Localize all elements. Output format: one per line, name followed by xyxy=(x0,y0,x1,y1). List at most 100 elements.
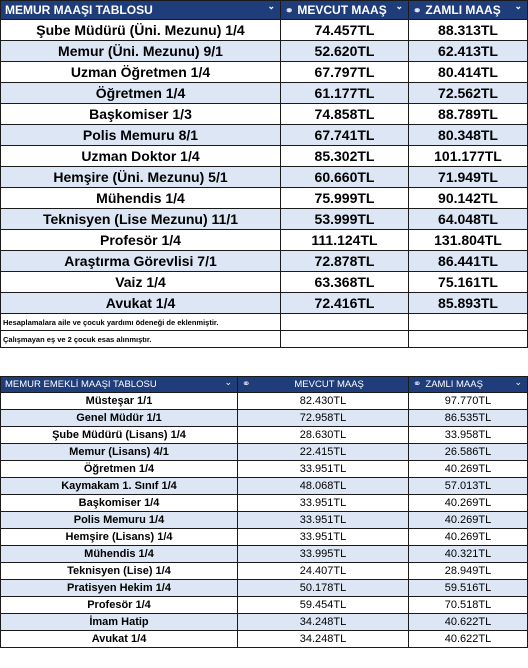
table-row: Teknisyen (Lise) 1/4 24.407TL 28.949TL xyxy=(0,562,528,580)
current-salary-cell: 111.124TL xyxy=(280,229,409,251)
chevron-down-icon[interactable]: ⌄ xyxy=(224,377,232,388)
raised-salary-cell: 86.441TL xyxy=(408,250,528,272)
column-header-current[interactable]: ⚭ MEVCUT MAAŞ ⌄ xyxy=(280,0,409,20)
position-cell: Memur (Üni. Mezunu) 9/1 xyxy=(0,40,281,62)
position-cell: Avukat 1/4 xyxy=(0,292,281,314)
column-header-title[interactable]: MEMUR EMEKLİ MAAŞI TABLOSU ⌄ xyxy=(0,376,238,393)
chevron-down-icon[interactable]: ⌄ xyxy=(267,1,275,12)
table-row: Polis Memuru 8/1 67.741TL 80.348TL xyxy=(0,124,528,146)
table-row: Memur (Lisans) 4/1 22.415TL 26.586TL xyxy=(0,443,528,461)
table-row: Müsteşar 1/1 82.430TL 97.770TL xyxy=(0,392,528,410)
empty-cell xyxy=(280,313,409,331)
column-header-raised[interactable]: ⚭ ZAMLI MAAŞ ⌄ xyxy=(408,376,528,393)
raised-salary-cell: 80.348TL xyxy=(408,124,528,146)
position-cell: Uzman Doktor 1/4 xyxy=(0,145,281,167)
current-salary-cell: 74.457TL xyxy=(280,19,409,41)
memur-emekli-maasi-table: MEMUR EMEKLİ MAAŞI TABLOSU ⌄ ⚭ MEVCUT MAAŞ… xyxy=(0,376,528,648)
current-pension-cell: 50.178TL xyxy=(237,579,409,597)
raised-pension-cell: 40.321TL xyxy=(408,545,528,563)
table-row: Öğretmen 1/4 61.177TL 72.562TL xyxy=(0,82,528,104)
raised-pension-cell: 59.516TL xyxy=(408,579,528,597)
current-salary-cell: 72.878TL xyxy=(280,250,409,272)
link-icon: ⚭ xyxy=(285,6,294,17)
position-cell: Başkomiser 1/4 xyxy=(0,494,238,512)
current-pension-cell: 28.630TL xyxy=(237,426,409,444)
raised-pension-cell: 33.958TL xyxy=(408,426,528,444)
column-header-title[interactable]: MEMUR MAAŞI TABLOSU ⌄ xyxy=(0,0,281,20)
empty-cell xyxy=(408,330,528,348)
raised-salary-cell: 88.313TL xyxy=(408,19,528,41)
raised-salary-cell: 90.142TL xyxy=(408,187,528,209)
raised-salary-cell: 131.804TL xyxy=(408,229,528,251)
column-header-raised[interactable]: ⚭ ZAMLI MAAŞ ⌄ xyxy=(408,0,528,20)
table-row: Mühendis 1/4 75.999TL 90.142TL xyxy=(0,187,528,209)
raised-pension-cell: 97.770TL xyxy=(408,392,528,410)
raised-pension-cell: 57.013TL xyxy=(408,477,528,495)
table-row: Öğretmen 1/4 33.951TL 40.269TL xyxy=(0,460,528,478)
current-pension-cell: 72.958TL xyxy=(237,409,409,427)
column-header-current[interactable]: ⚭ MEVCUT MAAŞ xyxy=(237,376,409,393)
current-pension-cell: 34.248TL xyxy=(237,613,409,631)
current-salary-cell: 67.741TL xyxy=(280,124,409,146)
raised-salary-cell: 88.789TL xyxy=(408,103,528,125)
current-salary-cell: 60.660TL xyxy=(280,166,409,188)
position-cell: Polis Memuru 8/1 xyxy=(0,124,281,146)
position-cell: Araştırma Görevlisi 7/1 xyxy=(0,250,281,272)
table-row: Avukat 1/4 72.416TL 85.893TL xyxy=(0,292,528,314)
table-row: Memur (Üni. Mezunu) 9/1 52.620TL 62.413TL xyxy=(0,40,528,62)
table-row: Başkomiser 1/3 74.858TL 88.789TL xyxy=(0,103,528,125)
current-salary-cell: 52.620TL xyxy=(280,40,409,62)
position-cell: Kaymakam 1. Sınıf 1/4 xyxy=(0,477,238,495)
position-cell: Şube Müdürü (Üni. Mezunu) 1/4 xyxy=(0,19,281,41)
table-row: Kaymakam 1. Sınıf 1/4 48.068TL 57.013TL xyxy=(0,477,528,495)
position-cell: Teknisyen (Lise Mezunu) 11/1 xyxy=(0,208,281,230)
position-cell: Mühendis 1/4 xyxy=(0,187,281,209)
current-pension-cell: 59.454TL xyxy=(237,596,409,614)
position-cell: Polis Memuru 1/4 xyxy=(0,511,238,529)
table-row: Teknisyen (Lise Mezunu) 11/1 53.999TL 64.0… xyxy=(0,208,528,230)
chevron-down-icon[interactable]: ⌄ xyxy=(514,377,522,388)
position-cell: Hemşire (Üni. Mezunu) 5/1 xyxy=(0,166,281,188)
position-cell: Hemşire (Lisans) 1/4 xyxy=(0,528,238,546)
raised-pension-cell: 40.269TL xyxy=(408,494,528,512)
raised-pension-cell: 26.586TL xyxy=(408,443,528,461)
raised-salary-cell: 71.949TL xyxy=(408,166,528,188)
memur-maasi-table: MEMUR MAAŞI TABLOSU ⌄ ⚭ MEVCUT MAAŞ ⌄ ⚭ ZAML… xyxy=(0,0,528,348)
current-salary-cell: 61.177TL xyxy=(280,82,409,104)
raised-pension-cell: 40.622TL xyxy=(408,630,528,648)
current-pension-cell: 48.068TL xyxy=(237,477,409,495)
table-row: Mühendis 1/4 33.995TL 40.321TL xyxy=(0,545,528,563)
current-pension-cell: 34.248TL xyxy=(237,630,409,648)
current-pension-cell: 33.995TL xyxy=(237,545,409,563)
raised-pension-cell: 40.622TL xyxy=(408,613,528,631)
table-row: Araştırma Görevlisi 7/1 72.878TL 86.441TL xyxy=(0,250,528,272)
current-pension-cell: 82.430TL xyxy=(237,392,409,410)
position-cell: Müsteşar 1/1 xyxy=(0,392,238,410)
note-text: Hesaplamalara aile ve çocuk yardımı öden… xyxy=(0,313,281,331)
raised-pension-cell: 86.535TL xyxy=(408,409,528,427)
raised-salary-cell: 101.177TL xyxy=(408,145,528,167)
chevron-down-icon[interactable]: ⌄ xyxy=(514,1,522,12)
current-pension-cell: 33.951TL xyxy=(237,511,409,529)
raised-salary-cell: 62.413TL xyxy=(408,40,528,62)
table-row: İmam Hatip 34.248TL 40.622TL xyxy=(0,613,528,631)
position-cell: İmam Hatip xyxy=(0,613,238,631)
link-icon: ⚭ xyxy=(413,6,422,17)
table-row: Avukat 1/4 34.248TL 40.622TL xyxy=(0,630,528,648)
raised-pension-cell: 28.949TL xyxy=(408,562,528,580)
current-pension-cell: 33.951TL xyxy=(237,460,409,478)
chevron-down-icon[interactable]: ⌄ xyxy=(395,1,403,12)
current-salary-cell: 67.797TL xyxy=(280,61,409,83)
raised-salary-cell: 72.562TL xyxy=(408,82,528,104)
position-cell: Memur (Lisans) 4/1 xyxy=(0,443,238,461)
position-cell: Genel Müdür 1/1 xyxy=(0,409,238,427)
current-salary-cell: 74.858TL xyxy=(280,103,409,125)
table-row: Genel Müdür 1/1 72.958TL 86.535TL xyxy=(0,409,528,427)
raised-pension-cell: 40.269TL xyxy=(408,528,528,546)
raised-salary-cell: 80.414TL xyxy=(408,61,528,83)
position-cell: Öğretmen 1/4 xyxy=(0,460,238,478)
table-row: Hemşire (Üni. Mezunu) 5/1 60.660TL 71.949T… xyxy=(0,166,528,188)
position-cell: Başkomiser 1/3 xyxy=(0,103,281,125)
table-row: Polis Memuru 1/4 33.951TL 40.269TL xyxy=(0,511,528,529)
position-cell: Pratisyen Hekim 1/4 xyxy=(0,579,238,597)
